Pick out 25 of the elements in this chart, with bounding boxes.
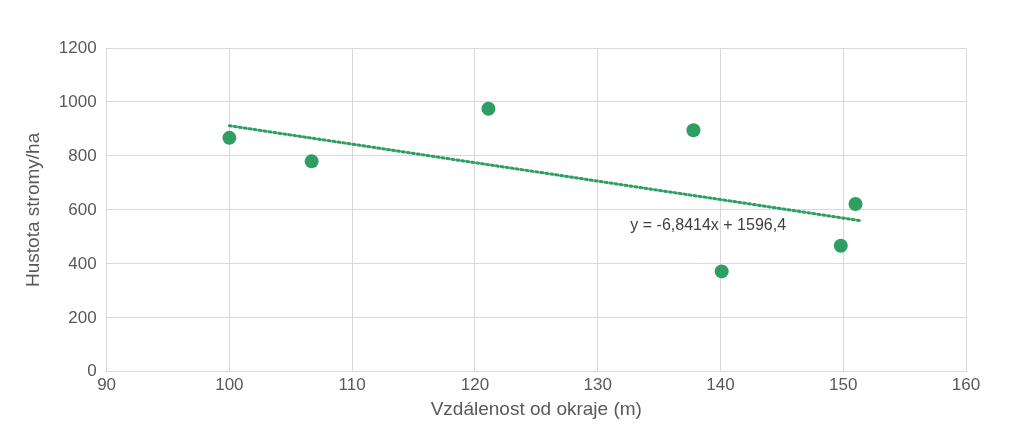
x-tick-label: 90: [97, 374, 117, 394]
y-tick-label: 1200: [58, 37, 97, 57]
annotation: y = -6,8414x + 1596,4: [630, 216, 787, 234]
y-tick-label: 600: [68, 199, 97, 219]
x-tick-label: 120: [460, 374, 490, 394]
y-tick-label: 200: [68, 307, 97, 327]
y-tick-label: 0: [87, 361, 97, 381]
point: [833, 238, 848, 253]
y-tick-label: 400: [68, 253, 97, 273]
x-tick-label: 100: [215, 374, 244, 394]
point: [714, 264, 729, 279]
x-tick-label: 130: [583, 374, 612, 394]
point: [222, 130, 237, 145]
x-tick-label: 150: [829, 374, 858, 394]
y-axis-title: Hustota stromy/ha: [21, 132, 43, 287]
x-tick-label: 140: [706, 374, 735, 394]
x-tick-label: 110: [338, 374, 366, 394]
y-tick-label: 800: [68, 145, 97, 165]
x-tick-label: 160: [951, 374, 981, 394]
point: [481, 101, 496, 116]
point: [686, 123, 701, 138]
x-axis-title: Vzdálenost od okraje (m): [430, 397, 642, 419]
point: [304, 154, 319, 169]
point: [848, 196, 863, 211]
y-tick-label: 1000: [58, 91, 97, 111]
